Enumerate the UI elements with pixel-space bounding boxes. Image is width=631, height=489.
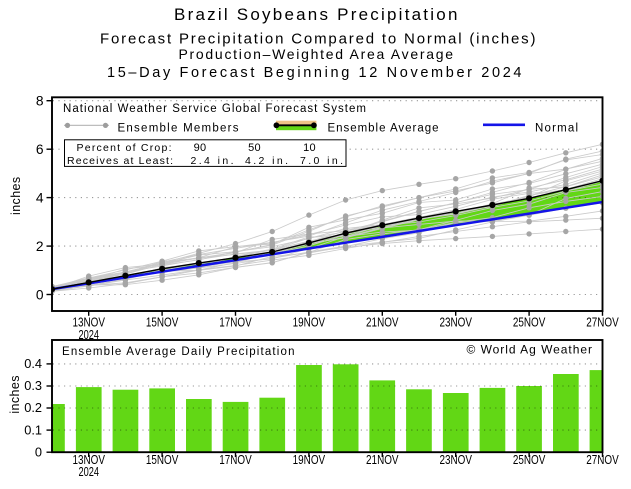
svg-text:0.4: 0.4 [24, 356, 42, 371]
svg-text:50: 50 [248, 142, 261, 154]
svg-text:19NOV: 19NOV [293, 452, 326, 467]
svg-text:0.3: 0.3 [24, 378, 42, 393]
svg-text:Ensemble Members: Ensemble Members [118, 122, 239, 134]
svg-text:15NOV: 15NOV [146, 314, 179, 329]
svg-text:2024: 2024 [78, 327, 99, 342]
svg-text:25NOV: 25NOV [513, 452, 546, 467]
svg-text:25NOV: 25NOV [513, 314, 546, 329]
svg-text:National Weather Service Globa: National Weather Service Global Forecast… [63, 103, 366, 115]
svg-text:4.2 in.: 4.2 in. [245, 155, 288, 167]
svg-text:inches: inches [8, 375, 22, 414]
svg-text:6: 6 [36, 142, 44, 157]
svg-text:2.4 in.: 2.4 in. [191, 155, 234, 167]
svg-text:2024: 2024 [78, 464, 99, 479]
svg-text:17NOV: 17NOV [219, 314, 252, 329]
svg-text:90: 90 [194, 142, 207, 154]
svg-text:13NOV: 13NOV [72, 314, 105, 329]
svg-text:21NOV: 21NOV [366, 452, 399, 467]
svg-text:Forecast Precipitation Compare: Forecast Precipitation Compared to Norma… [100, 31, 536, 48]
svg-text:17NOV: 17NOV [219, 452, 252, 467]
svg-text:Production–Weighted Area Avera: Production–Weighted Area Average [179, 46, 454, 62]
svg-text:Ensemble Average Daily Precipi: Ensemble Average Daily Precipitation [62, 346, 295, 358]
svg-text:0.1: 0.1 [24, 422, 42, 437]
svg-text:4: 4 [36, 191, 44, 206]
svg-text:10: 10 [303, 142, 316, 154]
svg-text:27NOV: 27NOV [586, 452, 619, 467]
svg-text:15NOV: 15NOV [146, 452, 179, 467]
svg-text:23NOV: 23NOV [439, 314, 472, 329]
svg-text:23NOV: 23NOV [439, 452, 472, 467]
svg-text:27NOV: 27NOV [586, 314, 619, 329]
svg-text:© World Ag Weather: © World Ag Weather [467, 343, 593, 357]
svg-text:0.2: 0.2 [24, 400, 42, 415]
svg-text:Receives at Least:: Receives at Least: [67, 155, 173, 167]
svg-text:21NOV: 21NOV [366, 314, 399, 329]
svg-text:7.0 in.: 7.0 in. [300, 155, 343, 167]
svg-text:2: 2 [36, 239, 44, 254]
svg-text:Normal: Normal [535, 122, 578, 134]
svg-text:13NOV: 13NOV [72, 452, 105, 467]
svg-text:Percent of Crop:: Percent of Crop: [77, 142, 172, 154]
svg-text:inches: inches [9, 176, 23, 215]
svg-text:Ensemble Average: Ensemble Average [328, 122, 439, 134]
svg-text:15–Day Forecast Beginning 12 N: 15–Day Forecast Beginning 12 November 20… [107, 65, 522, 81]
svg-text:Brazil Soybeans Precipitation: Brazil Soybeans Precipitation [174, 5, 458, 24]
svg-text:0: 0 [35, 444, 42, 459]
svg-text:19NOV: 19NOV [293, 314, 326, 329]
svg-text:8: 8 [36, 94, 44, 109]
svg-text:0: 0 [36, 288, 44, 303]
